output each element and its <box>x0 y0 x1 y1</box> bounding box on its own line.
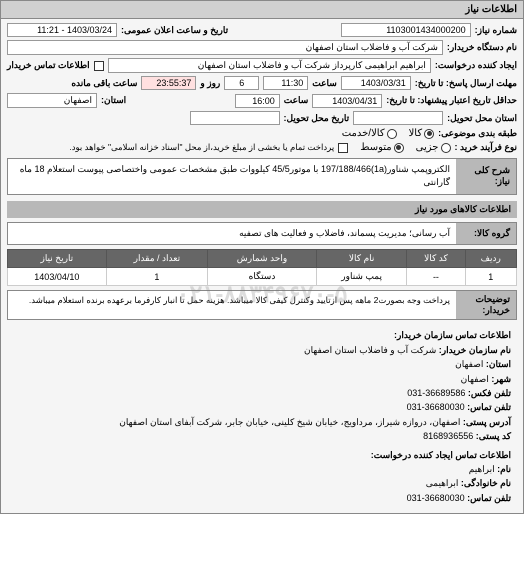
radio-kala-label: کالا <box>409 128 423 139</box>
th-qty: تعداد / مقدار <box>106 250 207 268</box>
contact-checkbox[interactable] <box>94 61 104 71</box>
cb-address-value: اصفهان، دروازه شیراز، مرداویج، خیابان شی… <box>119 417 460 427</box>
validity-label: حداقل تاریخ اعتبار پیشنهاد: تا تاریخ: <box>386 95 517 106</box>
cb-phone-label: تلفن تماس: <box>467 402 511 412</box>
td-name: پمپ شناور <box>316 268 406 286</box>
deadline-send-time: 11:30 <box>263 76 308 90</box>
province-value: اصفهان <box>7 93 97 108</box>
cr-name-value: ابراهیم <box>469 464 495 474</box>
radio-kala[interactable]: کالا <box>409 128 435 139</box>
td-qty: 1 <box>106 268 207 286</box>
remaining-time: 23:55:37 <box>141 76 196 90</box>
purchase-type-label: نوع فرآیند خرید : <box>455 142 518 153</box>
remaining-days: 6 <box>224 76 259 90</box>
purchase-checkbox[interactable] <box>338 143 348 153</box>
device-label: نام دستگاه خریدار: <box>447 42 517 53</box>
summary-label: شرح کلی نیاز: <box>456 159 516 194</box>
radio-jozei[interactable]: جزیی <box>416 142 451 153</box>
file-type-label: طبقه بندی موضوعی: <box>438 128 517 139</box>
td-unit: دستگاه <box>208 268 317 286</box>
radio-dot-icon <box>441 143 451 153</box>
radio-khedmat[interactable]: کالا/خدمت <box>342 128 397 139</box>
need-number-label: شماره نیاز: <box>475 25 517 36</box>
contact-link[interactable]: اطلاعات تماس خریدار <box>7 60 90 71</box>
need-number-value: 1103001434000200 <box>341 23 471 37</box>
requester-label: ایجاد کننده درخواست: <box>435 60 517 71</box>
validity-date: 1403/04/31 <box>312 94 382 108</box>
validity-time: 16:00 <box>235 94 280 108</box>
goods-table: ردیف کد کالا نام کالا واحد شمارش تعداد /… <box>7 249 517 286</box>
deadline-send-date: 1403/03/31 <box>341 76 411 90</box>
deadline-send-label: مهلت ارسال پاسخ: تا تاریخ: <box>415 78 517 89</box>
td-code: -- <box>407 268 465 286</box>
org-label: نام سازمان خریدار: <box>439 345 511 355</box>
contact-buyer-header: اطلاعات تماس سازمان خریدار: <box>13 328 511 342</box>
goods-header: اطلاعات کالاهای مورد نیاز <box>7 201 517 218</box>
cb-address-label: آدرس پستی: <box>463 417 511 427</box>
cb-city-value: اصفهان <box>461 374 489 384</box>
buyer-notes-text: پرداخت وجه بصورت2 ماهه پس ازتایید وکنترل… <box>8 291 456 319</box>
th-code: کد کالا <box>407 250 465 268</box>
goods-group-label: گروه کالا: <box>456 223 516 245</box>
panel-title: اطلاعات نیاز <box>1 1 523 19</box>
cb-fax-label: تلفن فکس: <box>468 388 511 398</box>
cb-postal-label: کد پستی: <box>476 431 511 441</box>
cr-family-label: نام خانوادگی: <box>461 478 511 488</box>
radio-motavaset[interactable]: متوسط <box>360 142 403 153</box>
cb-postal-value: 8168936556 <box>423 431 473 441</box>
cr-phone-label: تلفن تماس: <box>467 493 511 503</box>
buyer-notes-label: توضیحات خریدار: <box>456 291 516 319</box>
cb-city-label: شهر: <box>491 374 511 384</box>
td-row: 1 <box>465 268 517 286</box>
announce-value: 1403/03/24 - 11:21 <box>7 23 117 37</box>
remaining-days-label: روز و <box>200 78 220 89</box>
radio-dot-icon <box>387 129 397 139</box>
th-name: نام کالا <box>316 250 406 268</box>
remaining-time-label: ساعت باقی مانده <box>71 78 137 89</box>
cb-phone-value: 36680030-031 <box>407 402 465 412</box>
time-label-2: ساعت <box>284 95 309 106</box>
th-unit: واحد شمارش <box>208 250 317 268</box>
announce-label: تاریخ و ساعت اعلان عمومی: <box>121 25 228 36</box>
info-panel: اطلاعات نیاز شماره نیاز: 110300143400020… <box>0 0 524 514</box>
table-row: 1 -- پمپ شناور دستگاه 1 1403/04/10 <box>8 268 517 286</box>
cb-fax-value: 36689586-031 <box>407 388 465 398</box>
purchase-note: پرداخت تمام یا بخشی از مبلغ خرید،از محل … <box>69 142 334 154</box>
radio-dot-icon <box>424 129 434 139</box>
cb-province-label: استان: <box>486 359 511 369</box>
summary-text: الکتروپمپ شناور(1a)197/188/466 با موتور4… <box>8 159 456 194</box>
th-row: ردیف <box>465 250 517 268</box>
requester-value: ابراهیم ابراهیمی کارپرداز شرکت آب و فاضل… <box>108 58 431 73</box>
radio-jozei-label: جزیی <box>416 142 439 153</box>
time-label-1: ساعت <box>312 78 337 89</box>
goods-group-value: آب رسانی؛ مدیریت پسماند، فاضلاب و فعالیت… <box>8 223 456 245</box>
td-date: 1403/04/10 <box>8 268 107 286</box>
cr-phone-value: 36680030-031 <box>407 493 465 503</box>
device-value: شرکت آب و فاضلاب استان اصفهان <box>7 40 443 55</box>
cr-name-label: نام: <box>497 464 511 474</box>
contact-requester-header: اطلاعات تماس ایجاد کننده درخواست: <box>13 448 511 462</box>
radio-dot-icon <box>394 143 404 153</box>
cb-province-value: اصفهان <box>455 359 483 369</box>
radio-khedmat-label: کالا/خدمت <box>342 128 385 139</box>
province-label: استان: <box>101 95 126 106</box>
org-value: شرکت آب و فاضلاب استان اصفهان <box>304 345 436 355</box>
delivery-date-label: تاریخ محل تحویل: <box>284 113 350 124</box>
delivery-date-value <box>190 111 280 125</box>
th-date: تاریخ نیاز <box>8 250 107 268</box>
delivery-place-label: استان محل تحویل: <box>447 113 517 124</box>
radio-motavaset-label: متوسط <box>360 142 391 153</box>
cr-family-value: ابراهیمی <box>426 478 459 488</box>
delivery-place-value <box>353 111 443 125</box>
